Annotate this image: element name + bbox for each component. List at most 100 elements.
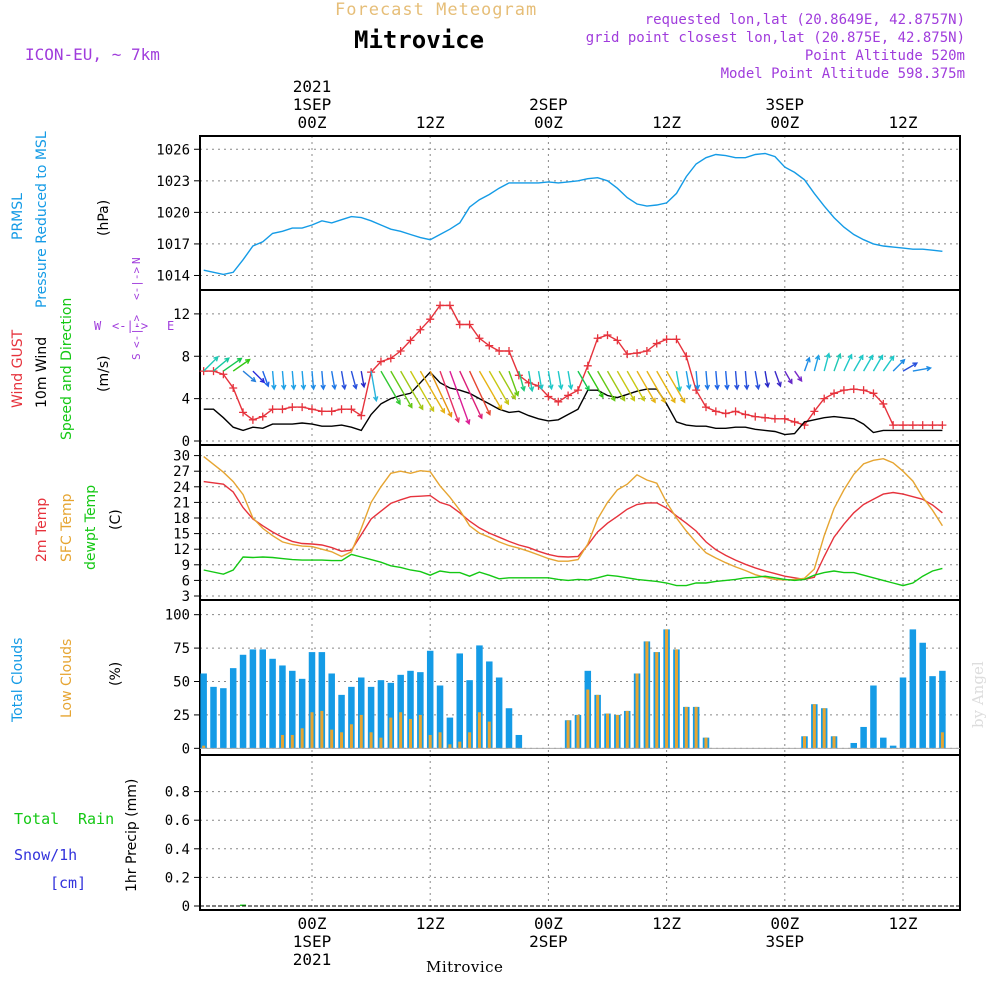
series-line [203,152,943,276]
bar-low [940,732,944,749]
gust-marker [544,392,553,401]
bar-total [407,670,414,749]
wind-speed-dir-label: Speed and Direction [59,298,75,440]
wind-arrow [478,370,503,411]
bar-total [870,685,877,749]
precip-rain-label: Rain [78,810,114,828]
wind-arrow [331,370,337,391]
time-label: 12Z [416,113,445,132]
wind-arrow [488,370,510,406]
gust-marker [642,346,651,355]
wind-arrow [271,371,277,391]
time-label: 2SEP [529,95,568,114]
gust-marker [899,421,907,430]
bar-low [468,732,472,749]
low-clouds-label: Low Clouds [59,639,75,718]
gust-marker [209,367,218,376]
bar-low [625,710,629,749]
bar-low [665,629,669,749]
bar-low [300,728,304,749]
wind-arrow [656,370,676,404]
temp-sfc-label: SFC Temp [59,493,75,562]
wind-arrow [400,370,424,411]
bar-total [889,745,897,749]
gust-marker [908,421,917,430]
bar-total [259,649,266,749]
bar-low [576,714,580,749]
bar-low [635,673,639,749]
wind-arrow [567,370,574,391]
bar-total [279,665,286,749]
time-label: 00Z [298,914,327,933]
gust-marker [337,405,346,414]
y-tick-label: 4 [182,392,190,408]
prmsl-label: PRMSL [10,193,26,240]
bar-total [850,742,857,749]
gust-marker [682,352,691,361]
bar-total [476,645,483,749]
gust-marker [465,320,474,329]
time-label: 12Z [889,113,918,132]
gust-marker [357,411,366,420]
gust-marker [790,417,799,426]
y-tick-label: 12 [173,542,190,558]
gust-marker [889,421,898,430]
bar-total [348,686,355,749]
gust-marker [859,386,868,395]
wind-arrow [754,370,761,391]
gust-marker [849,385,858,394]
wind-arrow [429,370,453,418]
wind-arrow [823,352,831,372]
wind-arrow [380,370,401,406]
bar-total [229,668,237,749]
y-tick-label: 50 [173,675,190,691]
wind-arrow [577,370,590,392]
gust-marker [583,361,592,370]
bar-total [239,654,247,749]
bar-low [349,724,353,749]
bar-low [409,718,412,749]
y-tick-label: 1026 [156,142,190,158]
wind-arrow [714,371,720,391]
subtitle: Forecast Meteogram [335,0,537,20]
wind-arrow [252,370,266,384]
y-tick-label: 0 [182,899,190,915]
wind-arrow [626,370,645,402]
precip-snow-label: Snow/1h [14,846,77,864]
gust-marker [495,346,504,355]
bar-total [436,685,444,749]
y-tick-label: 1014 [156,268,190,284]
gust-marker [475,334,484,343]
gust-marker [613,336,622,345]
point-altitude: Point Altitude 520m [805,48,965,64]
wind-arrow [606,370,626,402]
bar-low [340,732,344,749]
clouds-unit: (%) [108,662,124,686]
bar-low [438,732,442,749]
gust-marker [810,407,819,416]
bar-total [426,650,434,749]
time-label: 00Z [770,914,799,933]
gust-marker [741,410,750,419]
bar-low [655,652,659,749]
bar-total [328,673,335,749]
bar-low [832,736,836,749]
wind-arrow [646,370,666,404]
gust-marker [396,346,405,355]
time-label: 3SEP [766,95,805,114]
bar-total [269,658,276,749]
gust-marker [780,414,789,423]
gust-marker [298,403,307,412]
gust-marker [879,399,888,408]
bar-total [495,677,503,749]
wind-arrow [409,370,435,413]
compass-north-arrows: <-|-> [130,267,143,300]
gust-marker [593,334,602,343]
gust-marker [327,407,336,416]
bar-low [202,745,206,749]
wind-arrow [528,370,535,393]
time-label: 00Z [298,113,327,132]
panel-frame [199,135,961,291]
bar-total [909,629,917,749]
